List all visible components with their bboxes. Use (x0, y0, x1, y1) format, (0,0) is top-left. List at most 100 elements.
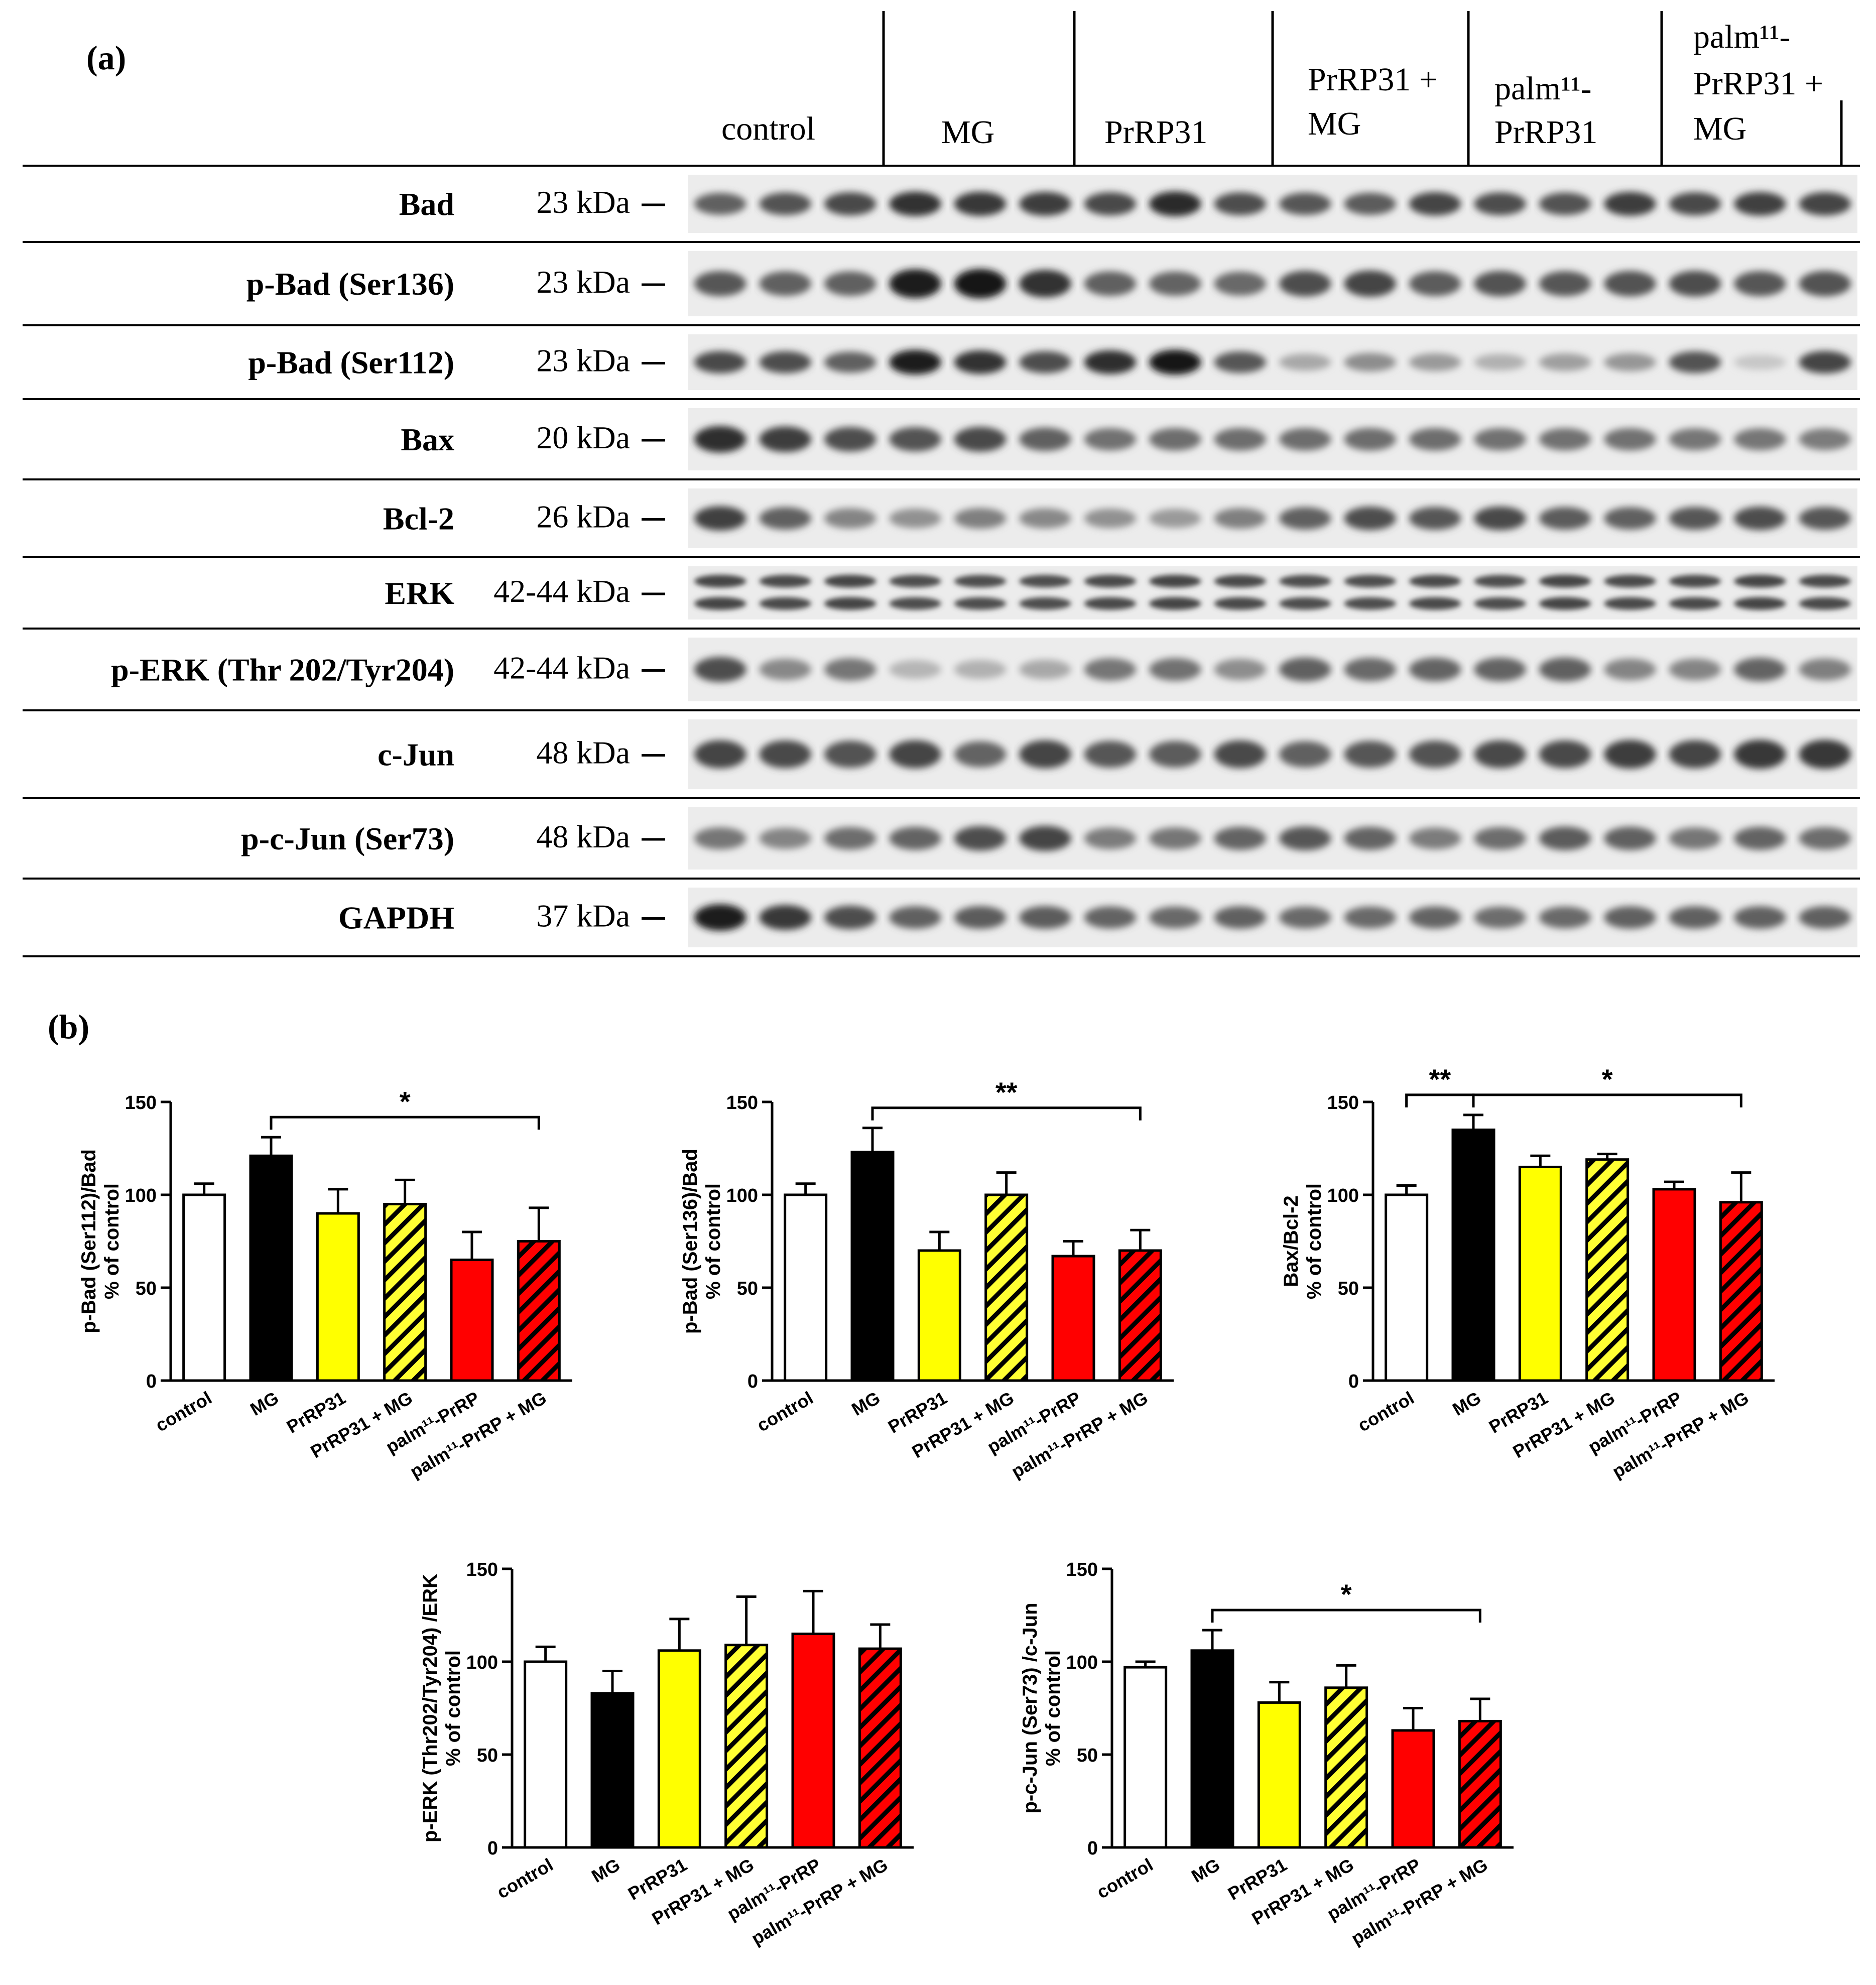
blot-band (694, 426, 746, 453)
y-tick-label: 150 (125, 1092, 157, 1113)
y-axis-label: p-c-Jun (Ser73) /c-Jun (1019, 1602, 1041, 1813)
blot-membrane (688, 334, 1857, 390)
x-tick-label: MG (848, 1387, 884, 1420)
blot-band (1019, 427, 1071, 451)
blot-band (694, 740, 746, 769)
blot-membrane (688, 175, 1857, 233)
blot-band (759, 740, 811, 769)
blot-band (1669, 428, 1721, 450)
protein-label: Bax (401, 422, 454, 457)
blot-band (1149, 741, 1201, 768)
significance-label: * (400, 1085, 411, 1117)
bar-chart-5: 0 50 100 150 p-c-Jun (Ser73) /c-Jun% of cont… (1019, 1559, 1514, 1949)
significance-label: * (1341, 1578, 1352, 1610)
y-tick-label: 50 (136, 1278, 157, 1299)
bar-prrp31 (917, 1249, 961, 1382)
bar-palm-prrp (450, 1259, 494, 1382)
blot-band (824, 427, 877, 452)
x-tick-label: control (754, 1387, 817, 1436)
blot-band (1604, 428, 1656, 451)
blot-band (1279, 575, 1331, 588)
blot-band (694, 904, 746, 931)
blot-band (824, 351, 877, 373)
blot-band (1669, 271, 1721, 297)
y-axis-label: Bax/Bcl-2 (1280, 1195, 1302, 1287)
bar-prrp31 (316, 1212, 360, 1382)
blot-band (1084, 271, 1137, 296)
group-header-label: PrRP31 (1104, 114, 1207, 151)
group-header-label: MG (1308, 105, 1361, 142)
y-tick-label: 100 (1327, 1185, 1359, 1206)
y-tick-label: 0 (1087, 1838, 1098, 1859)
blot-row-bcl-2: Bcl-2 26 kDa (383, 488, 1857, 548)
molecular-weight-label: 23 kDa (536, 343, 630, 379)
blot-band (889, 349, 941, 375)
blot-band (889, 906, 941, 929)
blot-band (1279, 826, 1331, 850)
bar-prrp31-mg (724, 1644, 769, 1849)
blot-band (1344, 353, 1396, 371)
blot-band (1669, 658, 1721, 681)
group-header-label: palm¹¹- (1494, 70, 1592, 107)
panel-b-label: (b) (48, 1008, 89, 1046)
protein-label: p-ERK (Thr 202/Tyr204) (111, 652, 454, 688)
blot-band (824, 597, 877, 610)
significance-label: * (1602, 1063, 1613, 1095)
molecular-weight-label: 26 kDa (536, 499, 630, 535)
blot-band (1734, 597, 1786, 610)
blot-band (824, 192, 877, 216)
bar-mg (590, 1692, 635, 1849)
protein-label: GAPDH (338, 900, 454, 936)
blot-band (824, 740, 877, 768)
blot-band (954, 350, 1007, 374)
blot-band (1019, 597, 1071, 610)
y-axis-label: % of control (1042, 1650, 1064, 1766)
blot-band (759, 271, 811, 296)
blot-band (1604, 906, 1656, 929)
blot-band (1279, 428, 1331, 451)
blot-band (1084, 508, 1137, 529)
bar-mg (850, 1151, 895, 1382)
blot-band (759, 575, 811, 588)
blot-band (1604, 271, 1656, 297)
molecular-weight-label: 23 kDa (536, 184, 630, 220)
blot-band (1409, 597, 1461, 610)
blot-band (694, 657, 746, 682)
blot-band (1669, 507, 1721, 530)
blot-band (1474, 740, 1526, 769)
y-tick-label: 100 (726, 1185, 758, 1206)
blot-band (824, 508, 877, 529)
blot-band (1214, 428, 1267, 451)
blot-band (889, 269, 941, 298)
y-axis-label: p-Bad (Ser112)/Bad (78, 1149, 100, 1333)
blot-band (824, 574, 877, 588)
blot-band (1799, 351, 1851, 374)
blot-band (1669, 906, 1721, 929)
blot-band (1344, 507, 1396, 530)
blot-band (1604, 658, 1656, 681)
blot-row-p-bad-ser136: p-Bad (Ser136) 23 kDa (246, 251, 1857, 316)
blot-band (694, 597, 746, 610)
blot-membrane (688, 408, 1857, 470)
blot-band (1669, 192, 1721, 216)
blot-band (1669, 740, 1721, 769)
blot-band (889, 597, 941, 610)
blot-band (889, 660, 941, 679)
blot-membrane (688, 888, 1857, 947)
blot-membrane (688, 719, 1857, 789)
blot-band (1344, 428, 1396, 451)
panel-a-western-blots: (a) control MG PrRP31 PrRP31 + MG palm¹¹- PrRP… (23, 11, 1860, 957)
blot-band (1019, 906, 1071, 929)
molecular-weight-label: 20 kDa (536, 420, 630, 455)
blot-band (1279, 597, 1331, 610)
significance-bracket (1211, 1608, 1481, 1623)
y-axis-label: % of control (101, 1183, 123, 1299)
y-tick-label: 100 (1066, 1652, 1098, 1673)
bar-palm-prrp-mg (517, 1240, 561, 1382)
blot-band (1409, 353, 1461, 371)
blot-band (1214, 351, 1267, 373)
blot-band (1084, 428, 1137, 451)
blot-band (1279, 741, 1331, 768)
blot-band (1214, 192, 1267, 215)
blot-band (1214, 906, 1267, 929)
